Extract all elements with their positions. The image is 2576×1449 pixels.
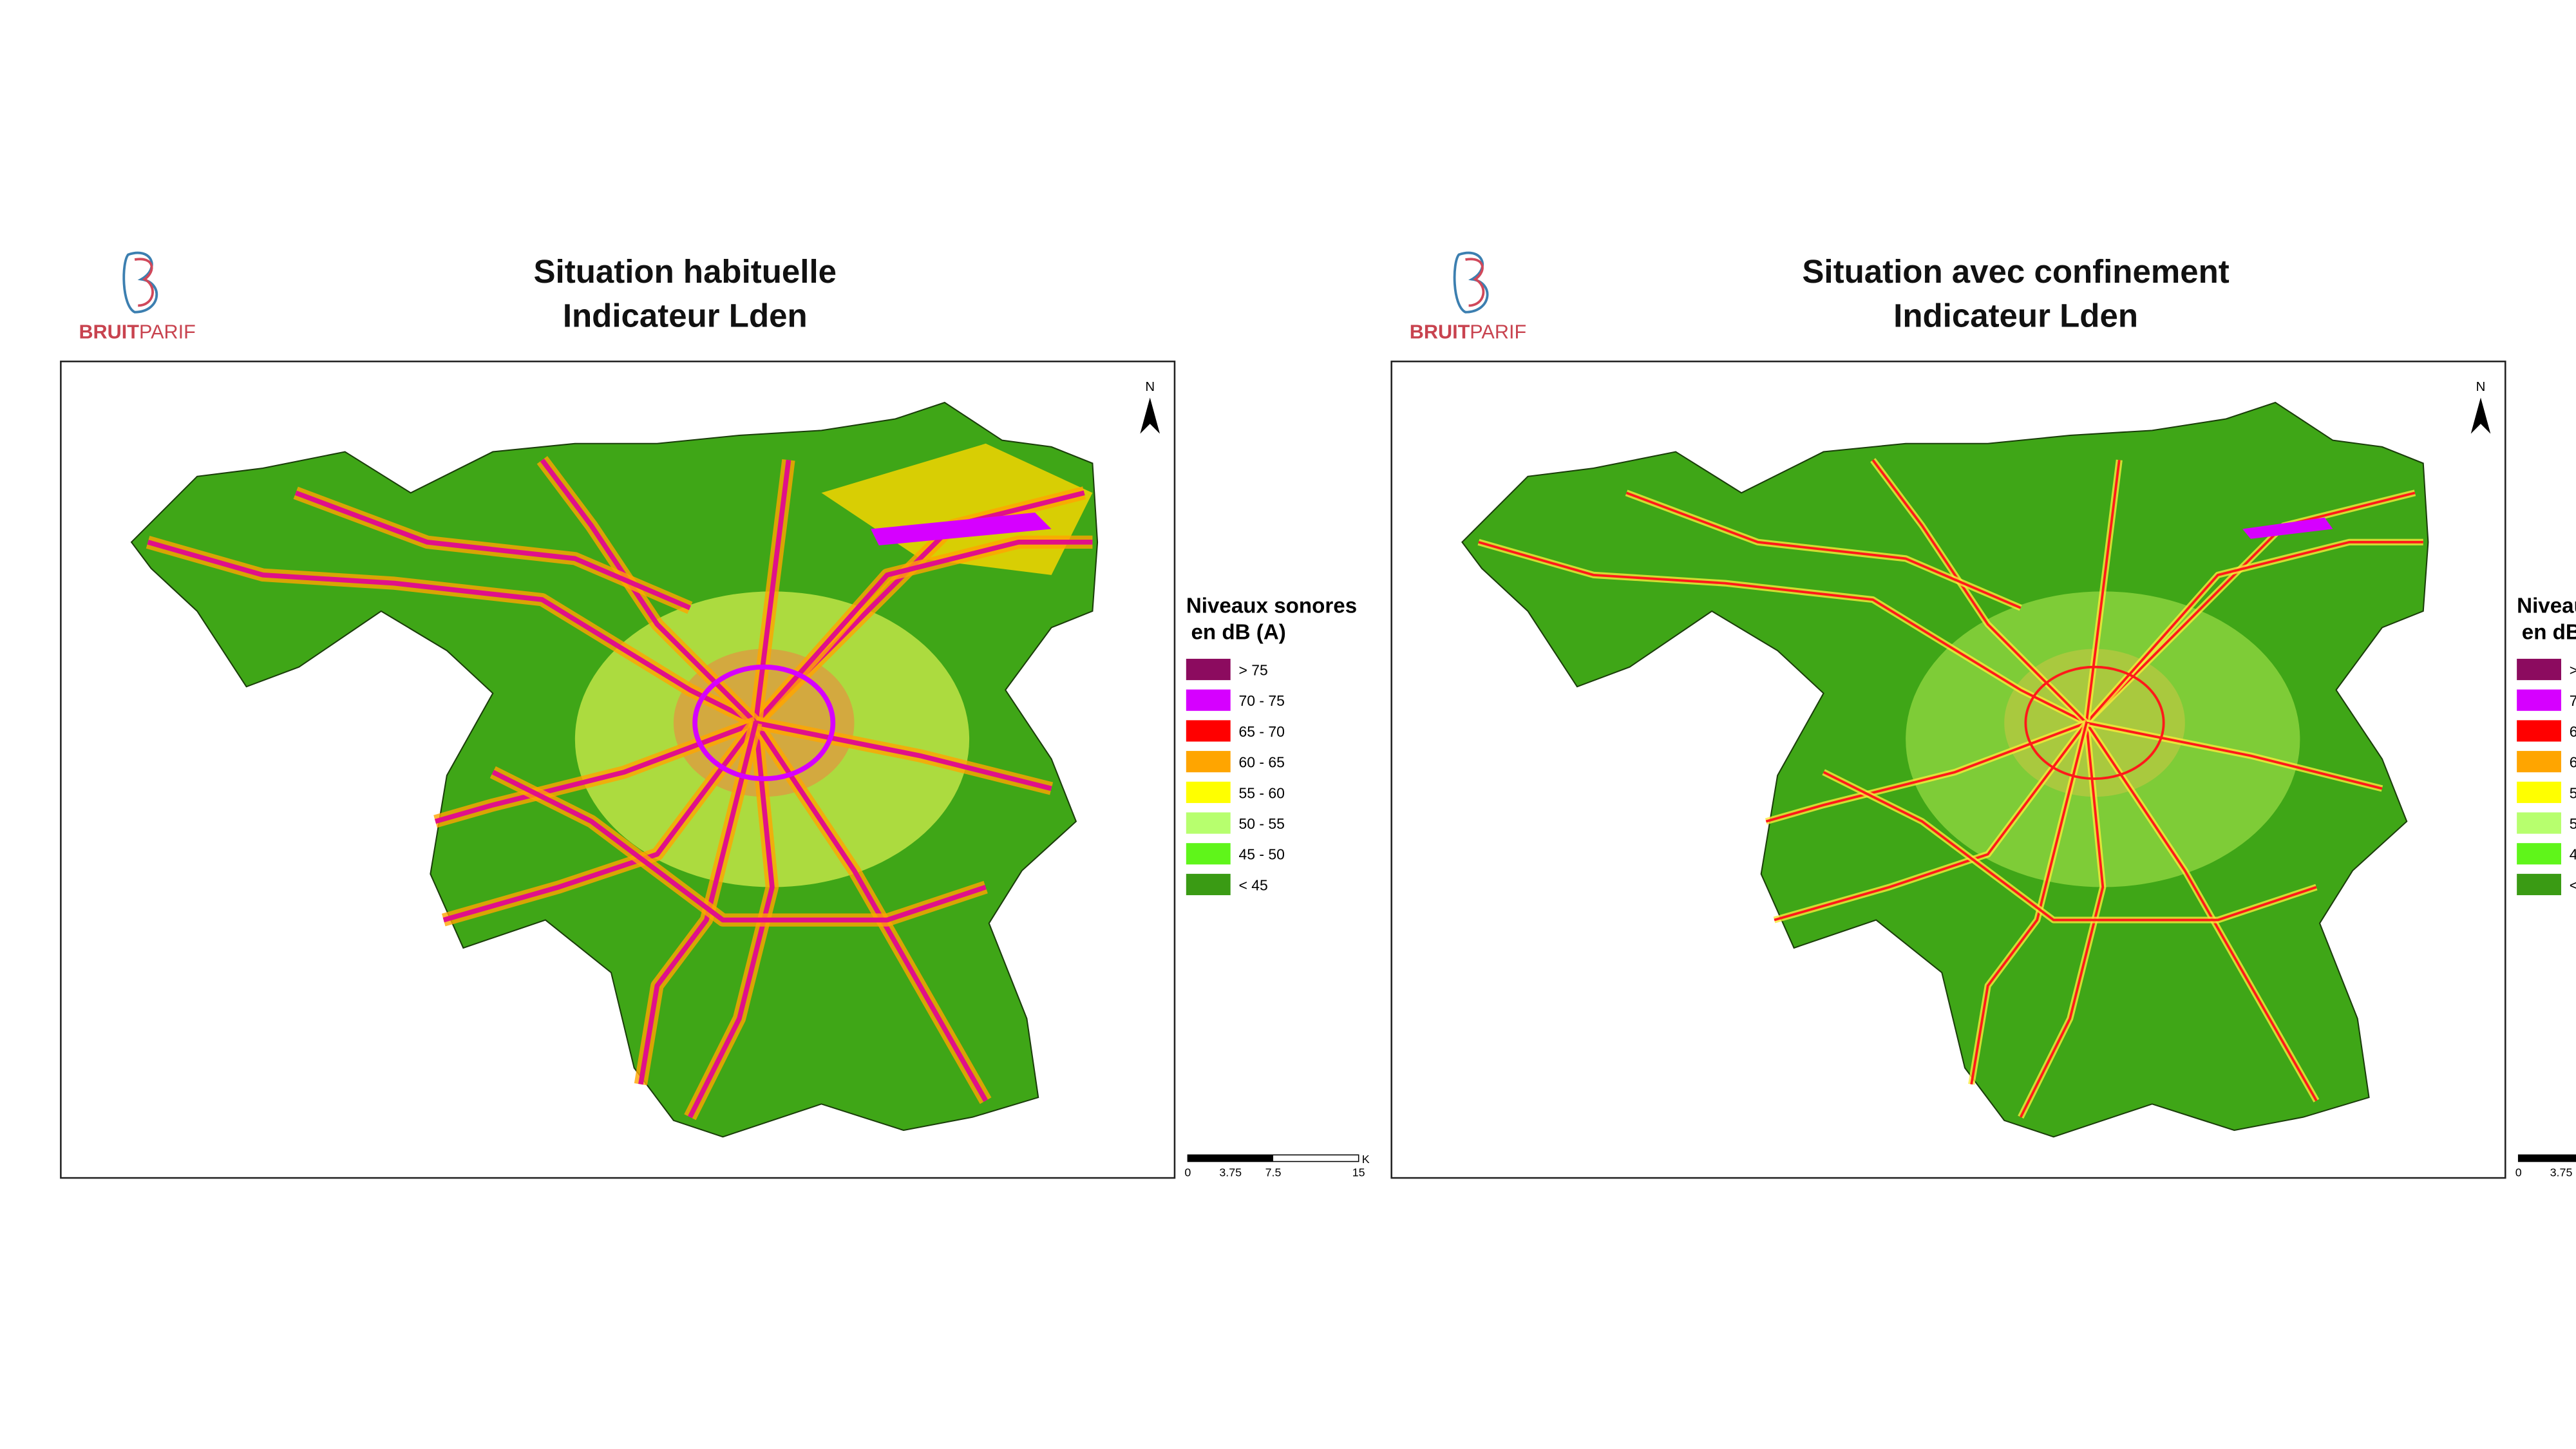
road xyxy=(2085,491,2416,724)
legend-label: 60 - 65 xyxy=(1238,754,1284,771)
legend-title: en dB (A) xyxy=(1191,620,1285,644)
ring-road xyxy=(692,664,836,782)
road xyxy=(1765,721,2087,823)
logo-icon xyxy=(134,258,154,307)
north-arrow xyxy=(1140,397,1160,434)
legend-swatch xyxy=(1186,812,1231,834)
legend-swatch xyxy=(1186,873,1231,896)
road xyxy=(2085,460,2121,723)
scale-bar xyxy=(2518,1155,2576,1162)
road xyxy=(753,459,791,723)
ring-road xyxy=(2024,665,2165,781)
road xyxy=(753,540,1093,724)
logo: BRUITPARIF xyxy=(1410,251,1526,343)
legend-swatch xyxy=(2517,689,2562,711)
legend-title: Niveaux sonores xyxy=(1186,594,1357,618)
road xyxy=(755,720,1052,791)
legend-label: < 45 xyxy=(1238,876,1267,893)
north-arrow xyxy=(2470,397,2491,434)
legend-label: 65 - 70 xyxy=(1238,723,1284,740)
panel-title: Indicateur Lden xyxy=(563,298,808,334)
scale-label: 7.5 xyxy=(1265,1166,1282,1179)
scale-bar xyxy=(1188,1155,1274,1162)
legend-swatch xyxy=(1186,843,1231,865)
road xyxy=(294,490,691,611)
legend-swatch xyxy=(2517,781,2562,803)
road xyxy=(753,721,988,1103)
legend-label: 45 - 50 xyxy=(1238,846,1284,863)
legend-swatch xyxy=(2517,812,2562,834)
legend-label: 55 - 60 xyxy=(2570,784,2576,801)
road xyxy=(1774,722,2088,922)
logo-icon xyxy=(1465,258,1485,307)
road xyxy=(638,722,759,1085)
road xyxy=(491,770,987,923)
legend-swatch xyxy=(2517,751,2562,773)
logo: BRUITPARIF xyxy=(79,251,196,343)
legend-title: en dB (A) xyxy=(2522,620,2576,644)
road xyxy=(2085,540,2423,724)
road xyxy=(434,720,757,824)
logo-text: BRUITPARIF xyxy=(1410,321,1526,343)
scale-label: 0 xyxy=(1184,1166,1191,1179)
logo-bold: BRUIT xyxy=(79,321,139,343)
map-panel: BRUITPARIF Situation habituelle Indicateur… xyxy=(60,251,1370,1179)
legend-label: 60 - 65 xyxy=(2570,754,2576,771)
airport xyxy=(2242,517,2333,539)
panel-title: Situation avec confinement xyxy=(1802,253,2229,290)
scale-label: 3.75 xyxy=(2550,1166,2573,1179)
logo-light: PARIF xyxy=(139,321,196,343)
legend-swatch xyxy=(1186,781,1231,803)
legend-label: 50 - 55 xyxy=(2570,815,2576,832)
legend-swatch xyxy=(1186,689,1231,711)
panel-title: Indicateur Lden xyxy=(1893,298,2138,334)
legend-swatch xyxy=(1186,658,1231,681)
road xyxy=(687,723,775,1119)
scale-label: 3.75 xyxy=(1219,1166,1242,1179)
legend-label: > 75 xyxy=(1238,661,1267,678)
legend-label: 45 - 50 xyxy=(2570,846,2576,863)
north-label: N xyxy=(2476,380,2486,394)
airport xyxy=(871,512,1052,545)
north-label: N xyxy=(1145,380,1155,394)
legend-swatch xyxy=(2517,658,2562,681)
road xyxy=(2086,721,2383,790)
legend-swatch xyxy=(1186,720,1231,742)
road xyxy=(2020,723,2105,1118)
scale-label: 15 xyxy=(1352,1166,1365,1179)
logo-text: BRUITPARIF xyxy=(79,321,195,343)
legend-title: Niveaux sonores xyxy=(2517,594,2576,618)
logo-bold: BRUIT xyxy=(1410,321,1470,343)
legend-swatch xyxy=(1186,751,1231,773)
road xyxy=(1478,540,2087,724)
road xyxy=(1970,722,2088,1084)
map-panel: BRUITPARIF Situation avec confinement Indi… xyxy=(1390,251,2576,1179)
legend-label: 50 - 55 xyxy=(1238,815,1284,832)
logo-light: PARIF xyxy=(1470,321,1526,343)
legend-swatch xyxy=(2517,843,2562,865)
legend-swatch xyxy=(2517,873,2562,896)
legend-label: > 75 xyxy=(2570,661,2576,678)
legend-label: 70 - 75 xyxy=(1238,692,1284,709)
logo-icon xyxy=(1453,251,1489,314)
logo-icon xyxy=(122,251,158,314)
panel-title: Situation habituelle xyxy=(534,253,837,290)
road xyxy=(2085,722,2318,1102)
legend-label: 55 - 60 xyxy=(1238,784,1284,801)
scale-label: 0 xyxy=(2515,1166,2522,1179)
legend-label: 70 - 75 xyxy=(2570,692,2576,709)
legend-swatch xyxy=(2517,720,2562,742)
road xyxy=(1871,459,2088,724)
legend-label: < 45 xyxy=(2570,876,2576,893)
road xyxy=(1823,771,2317,922)
scale-unit: K xyxy=(1362,1153,1370,1166)
legend-label: 65 - 70 xyxy=(2570,723,2576,740)
road xyxy=(1625,491,2022,609)
road xyxy=(442,721,758,923)
